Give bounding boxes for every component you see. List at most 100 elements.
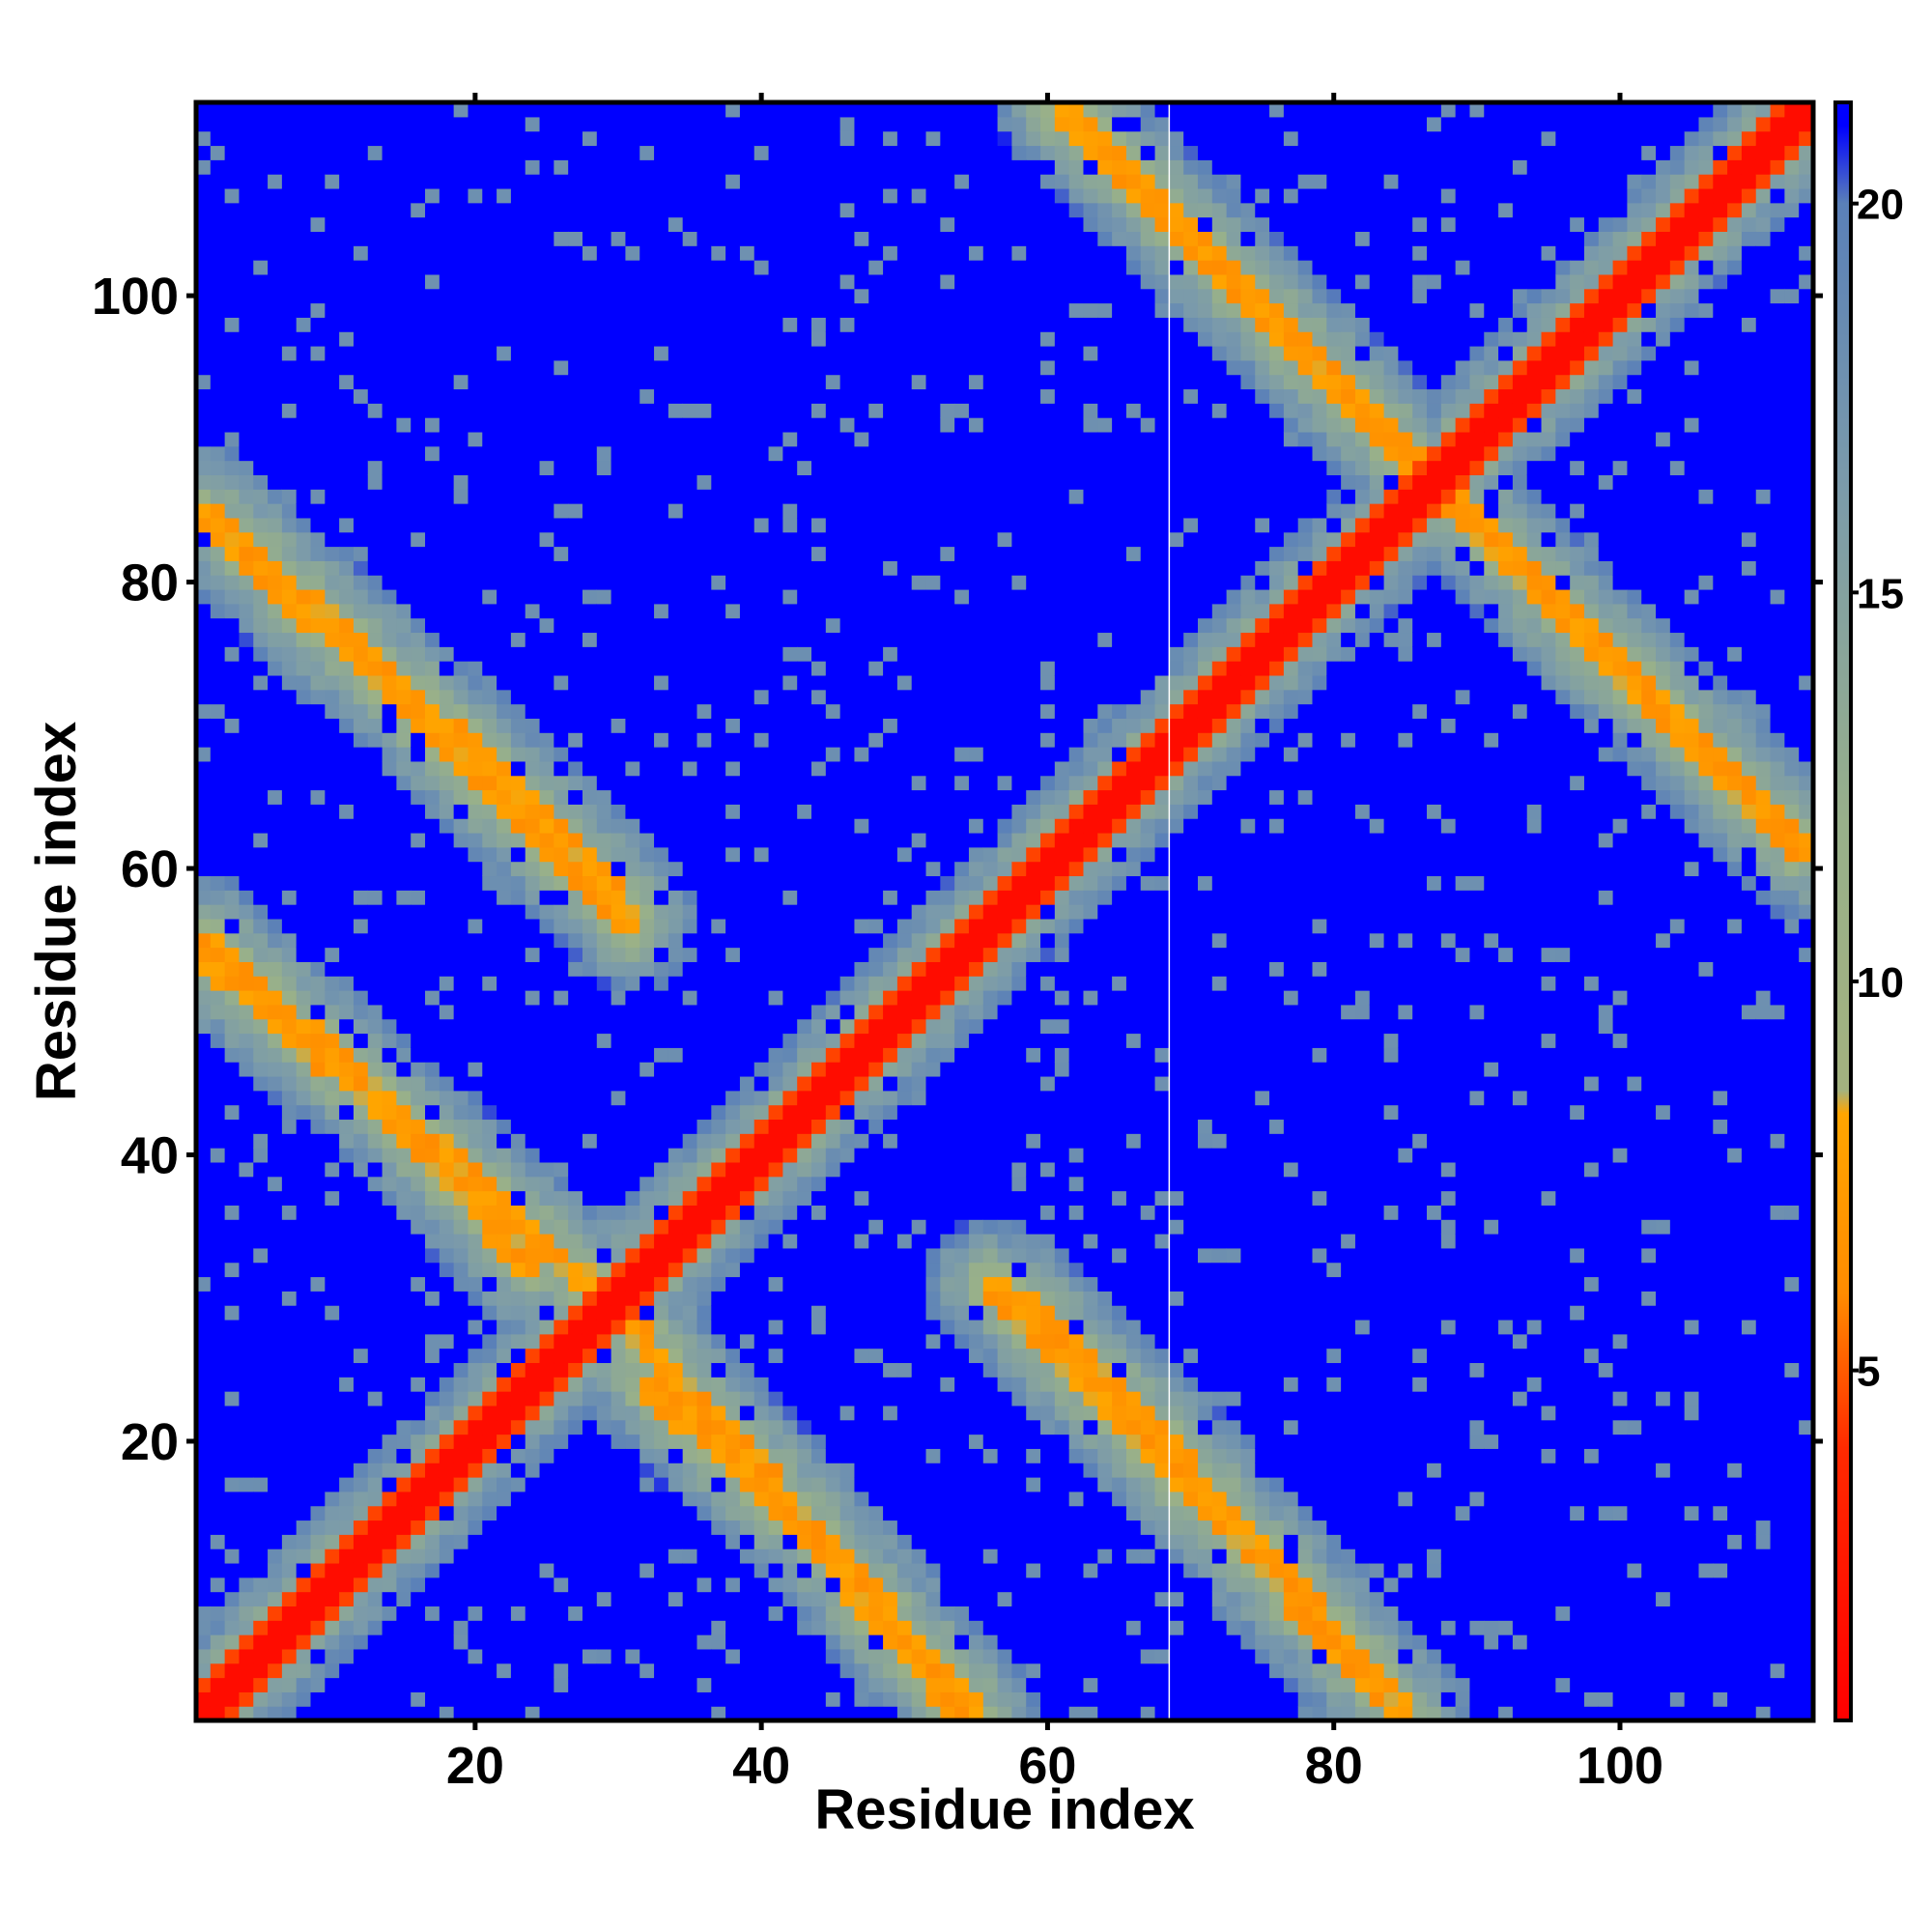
- heatmap-cell: [239, 1448, 254, 1463]
- heatmap-cell: [468, 789, 483, 805]
- heatmap-cell: [310, 732, 326, 748]
- heatmap-cell: [224, 976, 241, 991]
- heatmap-cell: [196, 102, 212, 118]
- heatmap-cell: [668, 1491, 684, 1507]
- heatmap-cell: [782, 1620, 798, 1635]
- heatmap-cell: [268, 1018, 283, 1035]
- heatmap-cell: [396, 1161, 412, 1178]
- heatmap-cell: [682, 130, 698, 147]
- heatmap-cell: [453, 732, 469, 748]
- heatmap-cell: [281, 846, 298, 863]
- heatmap-cell: [482, 317, 497, 332]
- heatmap-cell: [453, 460, 469, 475]
- heatmap-cell: [654, 1562, 669, 1578]
- heatmap-cell: [596, 245, 612, 261]
- heatmap-cell: [510, 159, 526, 175]
- heatmap-cell: [281, 1319, 298, 1335]
- heatmap-cell: [711, 588, 726, 605]
- heatmap-cell: [253, 1691, 269, 1707]
- heatmap-cell: [268, 187, 283, 204]
- heatmap-cell: [696, 575, 712, 590]
- heatmap-cell: [625, 575, 640, 590]
- heatmap-cell: [568, 760, 583, 777]
- heatmap-cell: [639, 1262, 655, 1278]
- heatmap-cell: [210, 460, 226, 475]
- heatmap-cell: [296, 1534, 312, 1549]
- heatmap-cell: [797, 575, 812, 590]
- heatmap-cell: [224, 517, 241, 533]
- heatmap-cell: [396, 145, 412, 160]
- heatmap-cell: [382, 661, 397, 676]
- heatmap-cell: [539, 1176, 554, 1192]
- heatmap-cell: [554, 674, 569, 691]
- heatmap-cell: [596, 1362, 612, 1378]
- heatmap-cell: [554, 116, 569, 132]
- heatmap-cell: [367, 947, 384, 962]
- heatmap-cell: [582, 1377, 598, 1392]
- heatmap-cell: [310, 302, 326, 318]
- heatmap-cell: [396, 804, 412, 819]
- heatmap-cell: [339, 388, 355, 404]
- heatmap-cell: [596, 1033, 612, 1048]
- heatmap-cell: [768, 1463, 783, 1478]
- heatmap-cell: [396, 1133, 412, 1149]
- heatmap-cell: [639, 661, 655, 676]
- heatmap-cell: [353, 1534, 369, 1549]
- heatmap-cell: [668, 231, 684, 246]
- heatmap-cell: [310, 1520, 326, 1535]
- heatmap-cell: [439, 1419, 455, 1435]
- heatmap-cell: [353, 789, 369, 805]
- heatmap-cell: [382, 1591, 397, 1607]
- heatmap-cell: [811, 1319, 827, 1335]
- heatmap-cell: [739, 1491, 755, 1507]
- heatmap-cell: [396, 1276, 412, 1292]
- heatmap-cell: [482, 646, 497, 662]
- heatmap-cell: [353, 317, 369, 332]
- heatmap-cell: [196, 1362, 212, 1378]
- heatmap-cell: [782, 961, 798, 977]
- heatmap-cell: [582, 1205, 598, 1220]
- heatmap-cell: [525, 1448, 541, 1463]
- heatmap-cell: [639, 531, 655, 548]
- heatmap-cell: [339, 832, 355, 848]
- heatmap-cell: [525, 632, 541, 647]
- heatmap-cell: [268, 288, 283, 304]
- heatmap-cell: [353, 1305, 369, 1321]
- heatmap-cell: [253, 417, 269, 433]
- heatmap-cell: [224, 760, 241, 777]
- heatmap-cell: [525, 932, 541, 949]
- heatmap-cell: [268, 1605, 283, 1621]
- heatmap-cell: [753, 1477, 770, 1492]
- heatmap-cell: [497, 474, 512, 490]
- heatmap-cell: [596, 575, 612, 590]
- heatmap-cell: [296, 1605, 312, 1621]
- heatmap-cell: [654, 1276, 669, 1292]
- heatmap-cell: [268, 804, 283, 819]
- heatmap-cell: [339, 417, 355, 433]
- heatmap-cell: [625, 1176, 640, 1192]
- heatmap-cell: [253, 1577, 269, 1593]
- heatmap-cell: [611, 1348, 627, 1364]
- heatmap-cell: [382, 1362, 397, 1378]
- heatmap-cell: [725, 1148, 741, 1163]
- heatmap-cell: [196, 273, 212, 290]
- heatmap-cell: [325, 1562, 340, 1578]
- heatmap-cell: [196, 231, 212, 246]
- heatmap-cell: [497, 1018, 512, 1035]
- heatmap-cell: [782, 202, 798, 218]
- heatmap-cell: [711, 1319, 726, 1335]
- heatmap-cell: [568, 1119, 583, 1134]
- heatmap-cell: [296, 560, 312, 576]
- heatmap-cell: [753, 718, 770, 733]
- heatmap-cell: [582, 417, 598, 433]
- heatmap-cell: [797, 990, 812, 1006]
- heatmap-cell: [797, 1491, 812, 1507]
- heatmap-cell: [281, 789, 298, 805]
- heatmap-cell: [325, 932, 340, 949]
- heatmap-cell: [682, 1276, 698, 1292]
- heatmap-cell: [497, 503, 512, 519]
- heatmap-cell: [281, 588, 298, 605]
- heatmap-cell: [353, 1104, 369, 1121]
- heatmap-cell: [797, 804, 812, 819]
- heatmap-cell: [439, 1434, 455, 1449]
